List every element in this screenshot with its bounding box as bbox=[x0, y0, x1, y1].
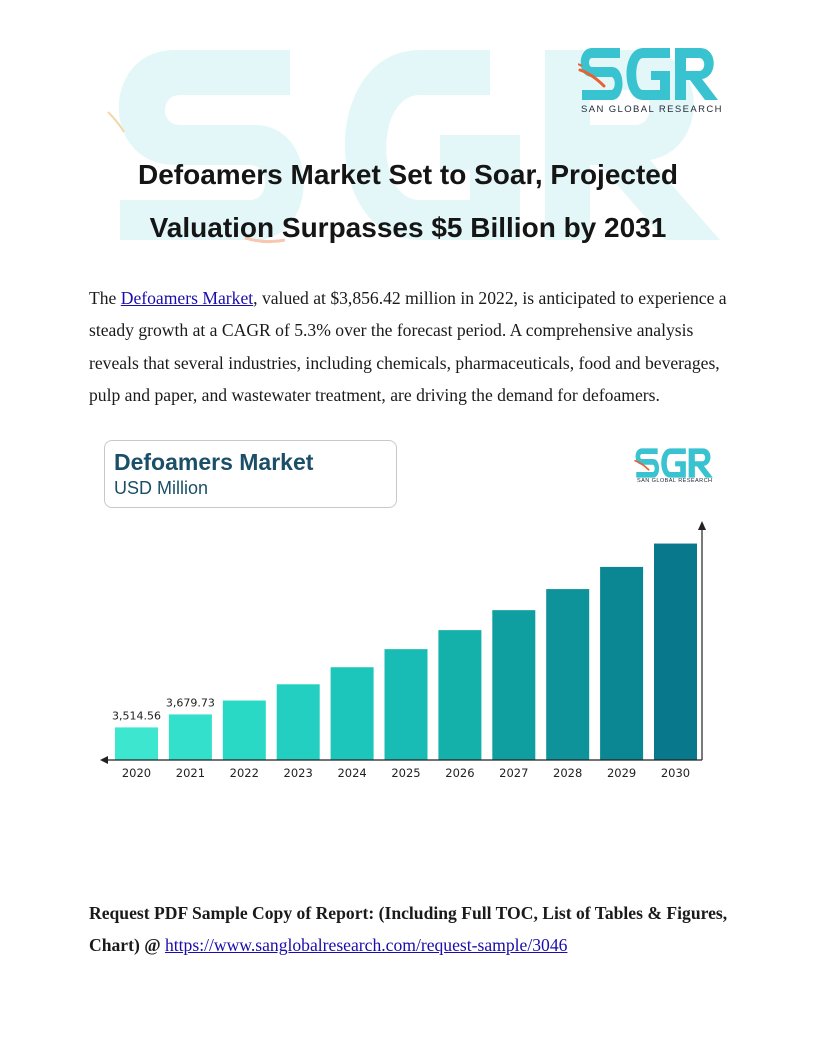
sample-request-paragraph: Request PDF Sample Copy of Report: (Incl… bbox=[89, 897, 739, 962]
title-line-1: Defoamers Market Set to Soar, Projected bbox=[138, 159, 678, 190]
x-tick-label-2023: 2023 bbox=[284, 766, 313, 780]
bar-2028 bbox=[546, 589, 590, 760]
x-tick-label-2021: 2021 bbox=[176, 766, 205, 780]
bar-2022 bbox=[222, 700, 266, 760]
intro-prefix: The bbox=[89, 288, 121, 308]
chart-title: Defoamers Market bbox=[114, 449, 314, 475]
data-label-2020: 3,514.56 bbox=[112, 709, 161, 722]
chart-sgr-logo bbox=[634, 446, 714, 486]
x-tick-label-2027: 2027 bbox=[499, 766, 528, 780]
title-line-2: Valuation Surpasses $5 Billion by 2031 bbox=[149, 212, 667, 243]
y-axis-arrow bbox=[698, 521, 706, 530]
logo-subtitle: SAN GLOBAL RESEARCH bbox=[581, 104, 723, 115]
x-tick-label-2025: 2025 bbox=[391, 766, 420, 780]
x-tick-label-2030: 2030 bbox=[661, 766, 690, 780]
chart-logo-mark bbox=[634, 448, 713, 478]
chart-logo-subtitle: SAN GLOBAL RESEARCH bbox=[637, 478, 713, 484]
chart-header-box: Defoamers Market USD Million bbox=[104, 440, 397, 508]
x-axis-arrow bbox=[100, 756, 108, 764]
intro-body: , valued at $3,856.42 million in 2022, i… bbox=[89, 288, 727, 406]
x-tick-label-2029: 2029 bbox=[607, 766, 636, 780]
x-tick-label-2020: 2020 bbox=[122, 766, 151, 780]
bar-2020 bbox=[115, 727, 158, 760]
bar-2023 bbox=[276, 684, 320, 760]
bar-2029 bbox=[600, 566, 644, 760]
intro-paragraph: The Defoamers Market, valued at $3,856.4… bbox=[89, 282, 739, 412]
bar-2027 bbox=[492, 610, 536, 760]
bar-2026 bbox=[438, 630, 482, 760]
bar-2021 bbox=[168, 714, 212, 760]
article-title: Defoamers Market Set to Soar, Projected … bbox=[0, 148, 816, 254]
bar-2025 bbox=[384, 649, 428, 760]
cta-text: Request PDF Sample Copy of Report: (Incl… bbox=[89, 903, 728, 956]
chart-unit-label: USD Million bbox=[114, 478, 209, 498]
data-label-2021: 3,679.73 bbox=[166, 696, 215, 709]
bar-2024 bbox=[330, 667, 374, 760]
x-tick-label-2028: 2028 bbox=[553, 766, 582, 780]
request-sample-link[interactable]: https://www.sanglobalresearch.com/reques… bbox=[164, 935, 568, 956]
chart-x-labels: 2020 2021 2022 2023 2024 2025 2026 2027 2028 2029… bbox=[122, 766, 690, 780]
bar-2030 bbox=[654, 543, 697, 760]
sgr-logo bbox=[578, 44, 720, 124]
x-tick-label-2024: 2024 bbox=[337, 766, 366, 780]
sgr-logo-mark bbox=[578, 48, 718, 100]
x-tick-label-2026: 2026 bbox=[445, 766, 474, 780]
defoamers-market-link[interactable]: Defoamers Market bbox=[120, 288, 254, 308]
x-tick-label-2022: 2022 bbox=[230, 766, 259, 780]
chart-bars: 3,514.56 3,679.73 bbox=[112, 543, 697, 760]
bar-chart: 3,514.563,679.73 2020 2021 2022 2023 2024 202… bbox=[100, 521, 706, 780]
